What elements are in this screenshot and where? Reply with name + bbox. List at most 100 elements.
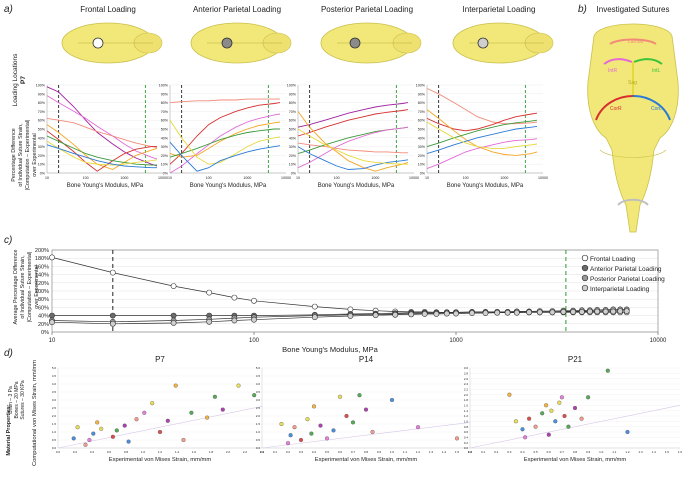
data-point	[109, 312, 116, 319]
y-tick-label: 0.8	[464, 425, 469, 429]
panel-label-b: b)	[578, 4, 587, 15]
data-point	[443, 310, 450, 317]
y-tick-label: 30%	[418, 145, 426, 149]
y-tick-label: 70%	[289, 110, 297, 114]
data-point	[408, 311, 415, 318]
identity-line	[261, 422, 471, 449]
y-tick-label: 2.0	[256, 414, 261, 418]
average-difference-chart: 0% 20% 40% 60% 80% 100% 120% 140% 160% 180% 200% 10…	[35, 248, 667, 344]
y-tick-label: 20%	[38, 322, 49, 328]
y-tick-label: 70%	[418, 110, 426, 114]
y-tick-label: 3.5	[52, 390, 57, 394]
material-sutures: Sutures – 30 KPa	[20, 380, 26, 419]
y-tick-label: 40%	[38, 314, 49, 320]
scatter-point	[389, 397, 395, 403]
panel-a-ylabel-line1: Percentage Difference	[11, 128, 17, 182]
loading-skull-4	[452, 22, 554, 64]
y-tick-label: 4.0	[256, 382, 261, 386]
y-tick-label: 0.2	[464, 441, 469, 445]
y-tick-label: 4.5	[52, 374, 57, 378]
panel-a-ylabel-line2: of Individual Suture Strain,	[18, 123, 24, 187]
data-point	[469, 310, 475, 316]
y-tick-label: 100%	[36, 84, 46, 88]
scatter-title: P7	[155, 355, 165, 364]
y-tick-label: 10%	[161, 163, 169, 167]
series-line-magenta	[46, 95, 158, 160]
x-tick-label: 0.5	[325, 450, 330, 454]
small-chart-3: 0% 10% 20% 30% 40% 50% 60% 70% 80% 90% 100% 10 100 10…	[287, 84, 419, 190]
scatter-point	[415, 425, 421, 430]
material-brain: Brain – 3 Pa	[8, 386, 14, 414]
scatter-point	[114, 428, 119, 433]
data-point	[372, 312, 379, 319]
series-line-yellow	[169, 119, 281, 165]
suture-intr-line	[603, 58, 633, 65]
scatter-point	[337, 394, 343, 399]
scatter-point	[165, 418, 170, 423]
x-tick-label: 0.4	[312, 450, 317, 454]
data-point	[170, 283, 177, 289]
scatter-point	[553, 419, 558, 424]
scatter-x-label: Experimental von Mises Strain, mm/mm	[524, 457, 627, 463]
legend-posterior: Posterior Parietal Loading	[590, 276, 665, 283]
legend-marker-anterior	[581, 264, 589, 272]
y-tick-label: 40%	[38, 136, 46, 140]
data-point	[421, 311, 428, 317]
data-point	[579, 308, 585, 315]
scatter-point	[173, 383, 178, 388]
plot-frame	[51, 249, 659, 333]
y-tick-label: 0%	[291, 172, 297, 176]
series-line-salmon	[426, 88, 538, 125]
x-tick-label: 1.0	[390, 450, 395, 454]
x-tick-label: 1.4	[442, 450, 447, 454]
loading-skull-2	[190, 22, 292, 64]
y-tick-label: 0.0	[464, 446, 469, 450]
legend-marker-interparietal	[581, 284, 589, 292]
x-tick-label: 0.2	[73, 450, 78, 454]
series-line-green	[46, 135, 157, 166]
y-tick-label: 2.5	[52, 406, 57, 410]
series-line-blue	[426, 125, 538, 155]
data-point	[109, 320, 116, 327]
small-chart-4: 0% 10% 20% 30% 40% 50% 60% 70% 80% 90% 100% 10 100 10…	[416, 84, 548, 190]
x-tick-label: 0.4	[90, 450, 95, 454]
series-line-orange	[297, 111, 409, 172]
x-tick-label: 10	[425, 176, 429, 180]
x-tick-label: 1000	[500, 176, 508, 180]
scatter-point	[513, 419, 518, 424]
legend-marker-posterior	[581, 274, 589, 282]
series-line-salmon	[46, 117, 158, 148]
row-label-loading: Loading Locations	[12, 53, 19, 107]
x-axis-label: Bone Young's Modulus, MPa	[67, 183, 144, 189]
series-line-salmon	[297, 142, 408, 154]
data-point	[49, 319, 55, 326]
y-tick-label: 40%	[289, 136, 297, 140]
panel-c-legend: Frontal Loading Anterior Parietal Loadin…	[581, 254, 665, 293]
x-tick-label: 1.5	[665, 450, 670, 454]
legend-frontal: Frontal Loading	[590, 256, 636, 263]
scatter-point	[150, 401, 155, 406]
x-tick-label: 10000	[650, 338, 667, 344]
y-tick-label: 10%	[289, 163, 297, 167]
y-tick-label: 2.6	[464, 377, 469, 381]
data-point	[311, 303, 318, 310]
panel-c-ylabel-line3: |Computation – Experimental|	[27, 252, 33, 323]
x-tick-label: 1.2	[158, 450, 163, 454]
y-tick-label: 4.5	[256, 374, 261, 378]
data-point	[587, 308, 593, 315]
scatter-point	[95, 420, 100, 425]
scatter-point	[344, 413, 349, 419]
y-tick-label: 0.5	[256, 438, 261, 442]
x-tick-label: 0.2	[286, 450, 291, 454]
y-tick-label: 10%	[418, 163, 426, 167]
scatter-point	[212, 394, 217, 399]
scatter-point	[157, 429, 163, 435]
x-tick-label: 1.1	[403, 450, 408, 454]
x-tick-label: 10	[296, 176, 300, 180]
data-point	[504, 309, 511, 316]
scatter-point	[357, 393, 362, 398]
scatter-point	[350, 420, 356, 425]
y-tick-label: 2.8	[464, 372, 469, 376]
y-tick-label: 100%	[287, 84, 297, 88]
data-point	[602, 308, 609, 315]
